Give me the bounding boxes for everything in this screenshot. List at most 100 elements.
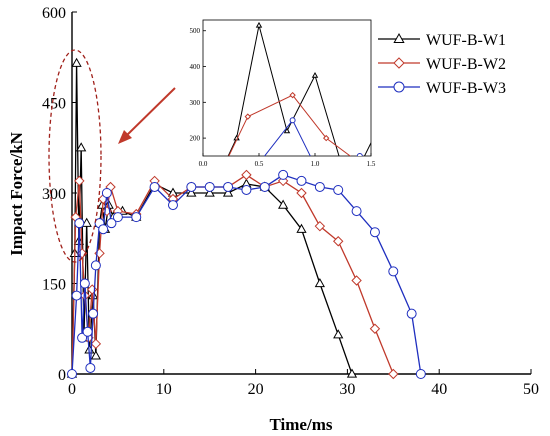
data-point-3: [204, 181, 215, 192]
pointer-arrow-shaft: [123, 87, 176, 139]
data-point-3: [223, 181, 234, 192]
data-point-1: [296, 223, 307, 233]
data-point-1: [314, 277, 325, 288]
legend: WUF-B-W1 WUF-B-W2 WUF-B-W3: [378, 32, 506, 97]
data-point-3: [278, 169, 289, 180]
data-point-1: [81, 217, 92, 227]
data-point-3: [98, 224, 109, 235]
data-point-2: [90, 338, 102, 350]
inset-data-point-2: [289, 91, 296, 99]
inset-data-point-3: [356, 153, 363, 156]
inset-data-point-3: [289, 117, 296, 124]
inset-x-tick-label: 1.0: [311, 160, 320, 168]
data-point-1: [76, 142, 87, 152]
data-point-1: [222, 187, 234, 197]
data-point-3: [333, 184, 344, 195]
inset-data-point-1: [283, 127, 291, 134]
y-tick-label: 300: [42, 186, 66, 203]
data-point-3: [406, 308, 417, 319]
series-line-2: [71, 174, 394, 375]
plot-area: 0 10 20 30 40 50 0 150 300 450 600 Time/ms Impact…: [7, 5, 539, 434]
data-point-3: [186, 181, 197, 192]
data-point-3: [79, 278, 90, 289]
pointer-arrow-head: [118, 130, 132, 144]
y-tick-label: 600: [42, 5, 66, 22]
inset-data-point-2: [322, 134, 330, 142]
series-line-3: [71, 174, 422, 375]
inset-frame: [202, 19, 372, 157]
data-point-2: [314, 220, 326, 232]
inset-x-tick-label: 0.5: [255, 160, 264, 168]
y-tick-label: 0: [58, 367, 66, 384]
x-tick-label: 20: [248, 381, 264, 398]
legend-label-1: WUF-B-W1: [426, 32, 506, 49]
x-tick-label: 30: [339, 381, 355, 398]
legend-marker-2: [393, 57, 405, 69]
x-axis-label: Time/ms: [270, 415, 333, 434]
data-point-3: [415, 369, 426, 379]
data-point-3: [67, 369, 77, 379]
data-point-1: [71, 57, 82, 67]
data-point-3: [388, 266, 399, 277]
data-point-1: [333, 329, 344, 339]
data-point-3: [106, 218, 117, 229]
data-point-3: [167, 200, 178, 211]
inset-plot: 0.0 0.5 1.0 1.5 200 300 400 500: [190, 19, 376, 168]
data-point-2: [86, 284, 98, 295]
data-point-3: [314, 181, 325, 192]
inset-y-tick-label: 300: [190, 99, 201, 107]
inset-series: [227, 21, 371, 156]
legend-marker-1: [393, 32, 405, 43]
data-point-2: [369, 323, 381, 334]
inset-x-tick-label: 0.0: [199, 160, 208, 168]
x-tick-label: 0: [68, 381, 76, 398]
data-point-1: [346, 368, 358, 378]
legend-marker-3: [393, 81, 405, 93]
data-point-3: [71, 290, 82, 301]
data-point-3: [101, 188, 112, 198]
x-ticks: 0 10 20 30 40 50: [68, 369, 539, 398]
data-point-2: [296, 187, 307, 199]
x-tick-label: 50: [523, 381, 539, 398]
data-point-3: [369, 227, 380, 238]
data-point-3: [241, 184, 252, 195]
data-point-3: [149, 181, 160, 192]
x-tick-label: 10: [156, 381, 172, 398]
legend-label-2: WUF-B-W2: [426, 56, 506, 73]
data-point-1: [90, 350, 101, 360]
inset-y-tick-label: 500: [190, 27, 201, 35]
data-point-2: [333, 236, 344, 247]
inset-y-tick-label: 200: [190, 135, 201, 143]
data-point-3: [82, 326, 93, 337]
inset-y-tick-label: 400: [190, 63, 201, 71]
data-point-2: [241, 169, 252, 181]
data-point-2: [388, 368, 399, 380]
inset-series-line-1: [227, 25, 371, 156]
inset-data-point-1: [311, 71, 319, 78]
y-tick-label: 150: [42, 277, 66, 294]
data-point-1: [204, 187, 215, 197]
data-point-1: [278, 199, 289, 209]
data-point-3: [351, 206, 362, 217]
data-point-3: [112, 212, 123, 223]
inset-data-point-2: [244, 113, 252, 120]
data-point-3: [74, 218, 85, 229]
data-point-3: [296, 175, 307, 186]
data-point-3: [131, 212, 142, 223]
data-point-3: [85, 362, 96, 373]
series-layer: [66, 57, 426, 380]
data-point-3: [90, 260, 101, 271]
data-point-3: [88, 308, 99, 319]
inset-x-tick-label: 1.5: [367, 160, 376, 168]
y-tick-label: 450: [42, 96, 66, 113]
highlight-ellipse: [48, 49, 102, 263]
y-ticks: 0 150 300 450 600: [42, 5, 77, 384]
data-point-2: [74, 175, 85, 187]
x-tick-label: 40: [431, 381, 447, 398]
data-point-2: [351, 275, 362, 286]
inset-ticks: 0.0 0.5 1.0 1.5 200 300 400 500: [190, 27, 376, 168]
data-point-1: [186, 187, 197, 197]
legend-label-3: WUF-B-W3: [426, 80, 506, 97]
data-point-3: [259, 181, 270, 192]
